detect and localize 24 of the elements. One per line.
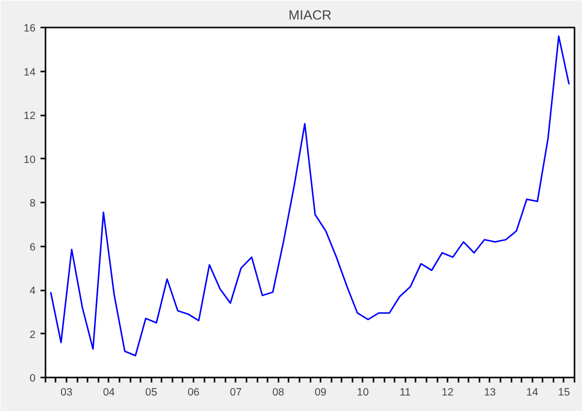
x-tick-label: 14 bbox=[526, 386, 538, 398]
line-series bbox=[50, 36, 570, 356]
x-tick-label: 12 bbox=[442, 386, 454, 398]
x-tick-label: 05 bbox=[145, 386, 158, 398]
y-tick-label: 4 bbox=[30, 285, 36, 297]
x-tick-label: 04 bbox=[102, 386, 115, 398]
x-tick-label: 13 bbox=[484, 386, 496, 398]
y-tick-label: 2 bbox=[30, 328, 36, 341]
x-tick-label: 06 bbox=[188, 386, 200, 398]
x-tick-label: 09 bbox=[314, 386, 327, 398]
y-tick-label: 14 bbox=[24, 66, 36, 78]
y-tick-label: 8 bbox=[30, 198, 36, 210]
x-tick-label: 07 bbox=[230, 386, 242, 398]
x-tick-label: 11 bbox=[400, 386, 411, 398]
y-tick-label: 6 bbox=[30, 241, 36, 254]
x-tick-label: 10 bbox=[356, 386, 369, 398]
y-tick-label: 16 bbox=[24, 22, 36, 34]
x-tick-label: 08 bbox=[272, 386, 284, 398]
x-tick-label: 03 bbox=[60, 386, 72, 398]
y-tick-label: 10 bbox=[24, 154, 36, 166]
chart-title: MIACR bbox=[288, 8, 332, 22]
y-tick-label: 0 bbox=[30, 372, 36, 384]
x-tick-label: 15 bbox=[558, 386, 570, 398]
y-tick-label: 12 bbox=[24, 110, 36, 122]
